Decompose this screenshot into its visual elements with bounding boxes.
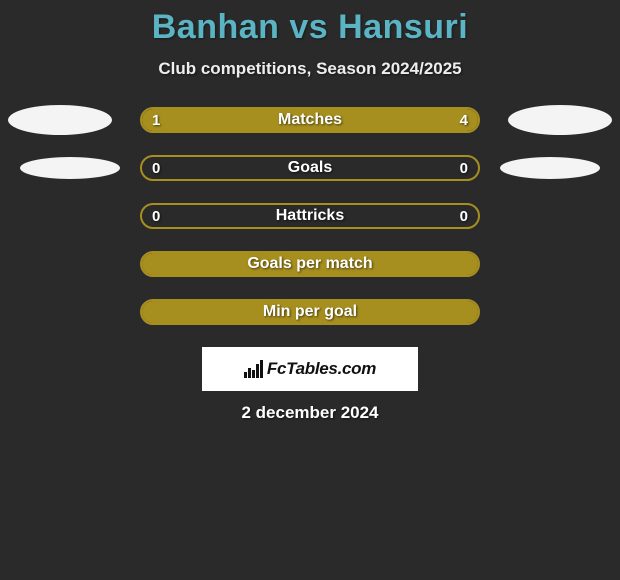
stat-row: 0Goals0 bbox=[0, 155, 620, 181]
stat-bar: 0Goals0 bbox=[140, 155, 480, 181]
page-title: Banhan vs Hansuri bbox=[0, 8, 620, 47]
stat-value-right: 0 bbox=[460, 160, 468, 177]
stat-value-right: 0 bbox=[460, 208, 468, 225]
subtitle: Club competitions, Season 2024/2025 bbox=[0, 59, 620, 79]
date-label: 2 december 2024 bbox=[0, 403, 620, 423]
stat-label: Hattricks bbox=[142, 207, 478, 225]
stat-row: Goals per match bbox=[0, 251, 620, 277]
player-photo-left bbox=[8, 105, 112, 135]
stat-bar: 0Hattricks0 bbox=[140, 203, 480, 229]
brand-box[interactable]: FcTables.com bbox=[202, 347, 418, 391]
stat-label: Matches bbox=[142, 111, 478, 129]
stat-row: 1Matches4 bbox=[0, 107, 620, 133]
brand-label: FcTables.com bbox=[267, 359, 376, 379]
stats-widget: Banhan vs Hansuri Club competitions, Sea… bbox=[0, 0, 620, 423]
chart-bars-icon bbox=[244, 360, 263, 378]
stat-row: Min per goal bbox=[0, 299, 620, 325]
stat-bar: 1Matches4 bbox=[140, 107, 480, 133]
stat-row: 0Hattricks0 bbox=[0, 203, 620, 229]
player-photo-right bbox=[508, 105, 612, 135]
stat-label: Min per goal bbox=[142, 303, 478, 321]
stat-bar: Min per goal bbox=[140, 299, 480, 325]
stat-bar: Goals per match bbox=[140, 251, 480, 277]
stat-label: Goals per match bbox=[142, 255, 478, 273]
stat-value-right: 4 bbox=[460, 112, 468, 129]
team-logo-left bbox=[20, 157, 120, 179]
team-logo-right bbox=[500, 157, 600, 179]
stat-label: Goals bbox=[142, 159, 478, 177]
